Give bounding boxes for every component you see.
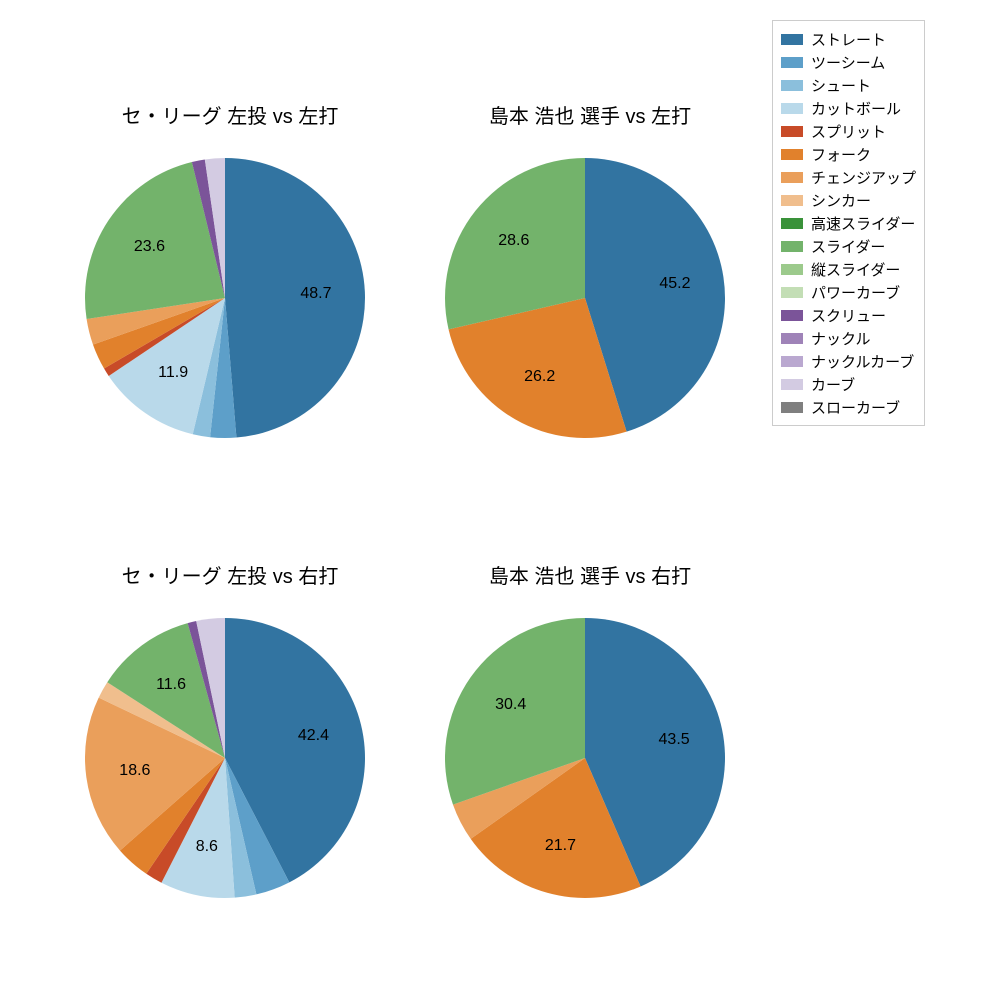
legend-label: カットボール <box>811 98 901 119</box>
slice-label: 8.6 <box>196 838 218 856</box>
pie-svg <box>65 598 385 918</box>
chart-title: 島本 浩也 選手 vs 左打 <box>440 100 740 129</box>
legend-swatch <box>781 241 803 252</box>
pie-chart-tl: 48.7 11.9 23.6 <box>65 138 385 458</box>
pie-svg <box>425 598 745 918</box>
pie-svg <box>425 138 745 458</box>
slice-label: 18.6 <box>119 762 150 780</box>
legend-swatch <box>781 310 803 321</box>
slice-label: 23.6 <box>134 238 165 256</box>
legend-label: フォーク <box>811 144 871 165</box>
legend-label: カーブ <box>811 374 855 395</box>
slice-label: 11.9 <box>158 364 188 382</box>
pie-svg <box>65 138 385 458</box>
slice-label: 30.4 <box>495 696 526 714</box>
slice-label: 42.4 <box>298 727 329 745</box>
slice-label: 45.2 <box>659 275 690 293</box>
slice-label: 21.7 <box>545 837 576 855</box>
legend-item: スローカーブ <box>781 396 916 418</box>
legend-item: シンカー <box>781 189 916 211</box>
slice-label: 11.6 <box>156 676 186 694</box>
legend-label: スライダー <box>811 236 885 257</box>
slice-label: 26.2 <box>524 368 555 386</box>
legend-label: 高速スライダー <box>811 213 915 234</box>
pie-chart-tr: 45.2 26.2 28.6 <box>425 138 745 458</box>
legend-item: スプリット <box>781 120 916 142</box>
legend-item: スライダー <box>781 235 916 257</box>
legend-swatch <box>781 218 803 229</box>
legend-swatch <box>781 126 803 137</box>
legend-item: フォーク <box>781 143 916 165</box>
legend-swatch <box>781 287 803 298</box>
pie-chart-bl: 42.4 8.6 18.6 11.6 <box>65 598 385 918</box>
legend-label: スクリュー <box>811 305 886 326</box>
chart-title: セ・リーグ 左投 vs 右打 <box>80 560 380 589</box>
legend-swatch <box>781 333 803 344</box>
legend-item: 高速スライダー <box>781 212 916 234</box>
legend-label: シュート <box>811 75 871 96</box>
legend-swatch <box>781 80 803 91</box>
legend-label: ツーシーム <box>811 52 885 73</box>
slice-label: 28.6 <box>498 232 529 250</box>
legend-swatch <box>781 34 803 45</box>
legend-swatch <box>781 402 803 413</box>
legend-label: スプリット <box>811 121 886 142</box>
legend: ストレートツーシームシュートカットボールスプリットフォークチェンジアップシンカー… <box>772 20 925 426</box>
legend-label: 縦スライダー <box>811 259 900 280</box>
legend-swatch <box>781 149 803 160</box>
legend-label: パワーカーブ <box>811 282 900 303</box>
legend-swatch <box>781 356 803 367</box>
legend-item: ツーシーム <box>781 51 916 73</box>
legend-swatch <box>781 379 803 390</box>
legend-swatch <box>781 103 803 114</box>
legend-item: シュート <box>781 74 916 96</box>
legend-label: ナックルカーブ <box>811 351 914 372</box>
legend-item: カーブ <box>781 373 916 395</box>
pie-slice <box>225 158 365 438</box>
legend-item: 縦スライダー <box>781 258 916 280</box>
legend-swatch <box>781 264 803 275</box>
legend-item: ナックルカーブ <box>781 350 916 372</box>
legend-item: パワーカーブ <box>781 281 916 303</box>
legend-item: ナックル <box>781 327 916 349</box>
legend-item: スクリュー <box>781 304 916 326</box>
legend-item: ストレート <box>781 28 916 50</box>
legend-swatch <box>781 57 803 68</box>
legend-item: チェンジアップ <box>781 166 916 188</box>
chart-grid: 48.7 11.9 23.6 セ・リーグ 左投 vs 左打 45.2 26.2 28.6 島本… <box>0 0 1000 1000</box>
legend-label: スローカーブ <box>811 397 900 418</box>
pie-chart-br: 43.5 21.7 30.4 <box>425 598 745 918</box>
slice-label: 48.7 <box>300 285 331 303</box>
chart-title: セ・リーグ 左投 vs 左打 <box>80 100 380 129</box>
legend-label: シンカー <box>811 190 871 211</box>
legend-label: ナックル <box>811 328 871 349</box>
legend-swatch <box>781 172 803 183</box>
slice-label: 43.5 <box>659 731 690 749</box>
legend-label: ストレート <box>811 29 886 50</box>
legend-item: カットボール <box>781 97 916 119</box>
chart-title: 島本 浩也 選手 vs 右打 <box>440 560 740 589</box>
legend-swatch <box>781 195 803 206</box>
legend-label: チェンジアップ <box>811 167 916 188</box>
